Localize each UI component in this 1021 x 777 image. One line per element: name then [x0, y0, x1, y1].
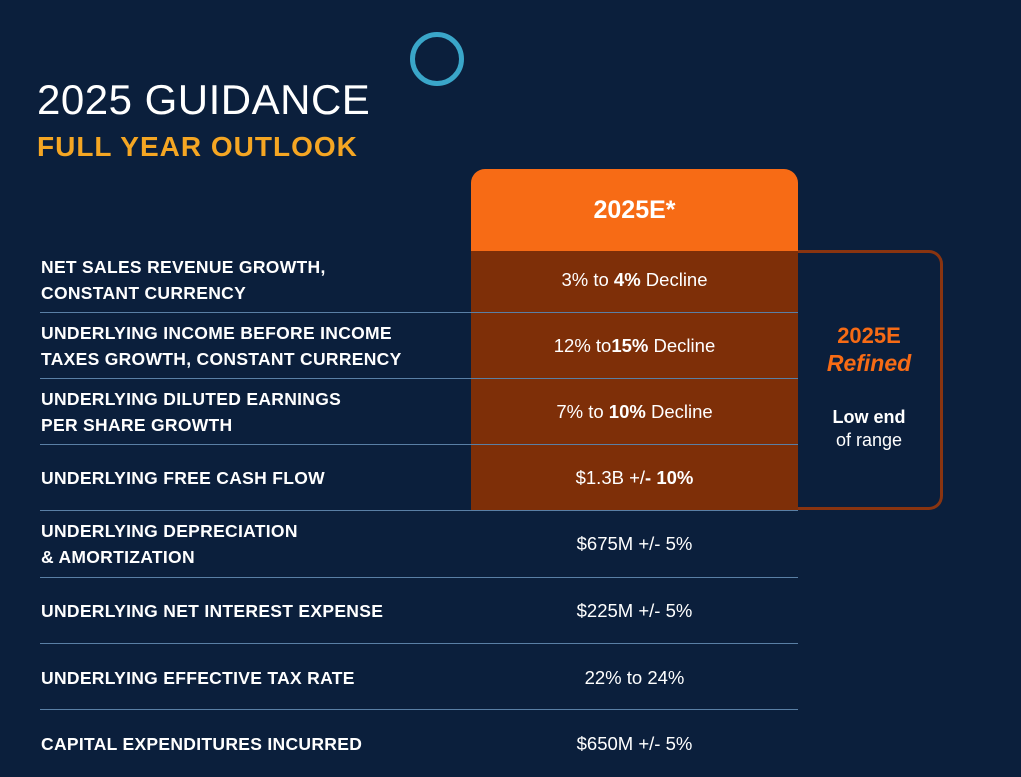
row-label: UNDERLYING EFFECTIVE TAX RATE	[41, 668, 355, 688]
row-value: $650M +/- 5%	[576, 733, 693, 754]
row-value: 3% to 4% Decline	[561, 269, 708, 290]
row-value: 7% to 10% Decline	[556, 401, 713, 422]
row-divider	[40, 510, 798, 511]
table-row: UNDERLYING INCOME BEFORE INCOME TAXES GR…	[40, 313, 798, 379]
table-row: UNDERLYING EFFECTIVE TAX RATE 22% to 24%	[40, 645, 798, 711]
row-label: NET SALES REVENUE GROWTH, CONSTANT CURRE…	[41, 257, 326, 303]
row-value: 12% to 15% Decline	[553, 335, 716, 356]
row-divider	[40, 444, 798, 445]
row-divider	[40, 643, 798, 644]
table-row: UNDERLYING NET INTEREST EXPENSE $225M +/…	[40, 578, 798, 644]
row-label: UNDERLYING DILUTED EARNINGS PER SHARE GR…	[41, 389, 342, 435]
circle-decoration-icon	[410, 32, 464, 86]
refined-title: 2025E	[837, 323, 901, 348]
row-divider	[40, 312, 798, 313]
highlight-column	[471, 251, 798, 511]
table-row: UNDERLYING FREE CASH FLOW $1.3B +/- 10%	[40, 445, 798, 511]
refined-subtitle: Refined	[826, 350, 912, 376]
row-divider	[40, 709, 798, 710]
column-header: 2025E*	[471, 169, 798, 251]
table-row: CAPITAL EXPENDITURES INCURRED $650M +/- …	[40, 711, 798, 777]
page-title: 2025 GUIDANCE	[37, 76, 371, 123]
refined-note-light: of range	[835, 430, 903, 450]
row-value: $1.3B +/- 10%	[575, 467, 694, 488]
page-subtitle: FULL YEAR OUTLOOK	[37, 131, 358, 162]
row-divider	[40, 378, 798, 379]
row-value: 22% to 24%	[584, 667, 685, 688]
table-row: NET SALES REVENUE GROWTH, CONSTANT CURRE…	[40, 247, 798, 313]
table-row: UNDERLYING DEPRECIATION & AMORTIZATION $…	[40, 511, 798, 577]
row-label: UNDERLYING FREE CASH FLOW	[41, 468, 325, 488]
refined-callout: 2025E Refined Low end of range	[798, 250, 943, 510]
row-label: CAPITAL EXPENDITURES INCURRED	[41, 734, 363, 754]
row-label: UNDERLYING INCOME BEFORE INCOME TAXES GR…	[41, 323, 402, 369]
table-row: UNDERLYING DILUTED EARNINGS PER SHARE GR…	[40, 379, 798, 445]
row-value: $675M +/- 5%	[576, 533, 693, 554]
row-label: UNDERLYING NET INTEREST EXPENSE	[41, 601, 384, 621]
row-divider	[40, 577, 798, 578]
row-label: UNDERLYING DEPRECIATION & AMORTIZATION	[41, 521, 298, 567]
row-value: $225M +/- 5%	[576, 600, 693, 621]
refined-note-strong: Low end	[832, 407, 906, 427]
